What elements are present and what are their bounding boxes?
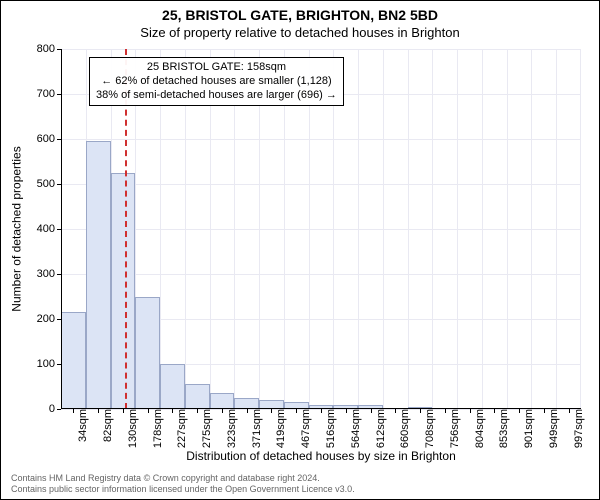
x-axis-line xyxy=(61,408,581,409)
x-tick-mark xyxy=(544,409,545,413)
gridline-v xyxy=(507,49,508,409)
x-tick-label: 564sqm xyxy=(346,409,362,448)
gridline-v xyxy=(432,49,433,409)
x-tick-mark xyxy=(569,409,570,413)
x-tick-label: 516sqm xyxy=(321,409,337,448)
y-axis-label: Number of detached properties xyxy=(7,49,27,409)
histogram-bar xyxy=(210,393,235,409)
info-box-line: 25 BRISTOL GATE: 158sqm xyxy=(96,61,337,75)
x-tick-mark xyxy=(123,409,124,413)
x-tick-label: 178sqm xyxy=(148,409,164,448)
x-tick-mark xyxy=(172,409,173,413)
gridline-h xyxy=(61,184,581,185)
x-tick-mark xyxy=(98,409,99,413)
x-tick-label: 419sqm xyxy=(271,409,287,448)
gridline-h xyxy=(61,274,581,275)
plot-area: 010020030040050060070080034sqm82sqm130sq… xyxy=(61,49,581,409)
x-tick-label: 804sqm xyxy=(470,409,486,448)
x-tick-label: 34sqm xyxy=(73,409,89,442)
x-tick-mark xyxy=(197,409,198,413)
y-tick-mark xyxy=(57,409,61,410)
x-tick-label: 82sqm xyxy=(98,409,114,442)
x-tick-label: 467sqm xyxy=(296,409,312,448)
chart-subtitle: Size of property relative to detached ho… xyxy=(1,23,599,40)
x-tick-mark xyxy=(222,409,223,413)
histogram-bar xyxy=(61,312,86,409)
gridline-v xyxy=(408,49,409,409)
histogram-bar xyxy=(86,141,111,409)
x-tick-label: 901sqm xyxy=(519,409,535,448)
x-tick-label: 323sqm xyxy=(222,409,238,448)
x-tick-label: 612sqm xyxy=(371,409,387,448)
x-tick-mark xyxy=(519,409,520,413)
x-tick-mark xyxy=(296,409,297,413)
x-tick-label: 708sqm xyxy=(420,409,436,448)
x-tick-mark xyxy=(148,409,149,413)
x-tick-label: 997sqm xyxy=(569,409,585,448)
gridline-h xyxy=(61,229,581,230)
x-tick-mark xyxy=(371,409,372,413)
x-tick-mark xyxy=(346,409,347,413)
gridline-v xyxy=(556,49,557,409)
x-tick-mark xyxy=(420,409,421,413)
x-tick-label: 371sqm xyxy=(247,409,263,448)
x-tick-label: 275sqm xyxy=(197,409,213,448)
x-tick-label: 949sqm xyxy=(544,409,560,448)
histogram-bar xyxy=(185,384,210,409)
gridline-v xyxy=(531,49,532,409)
x-tick-mark xyxy=(395,409,396,413)
x-tick-mark xyxy=(247,409,248,413)
gridline-h xyxy=(61,139,581,140)
gridline-v xyxy=(482,49,483,409)
x-tick-label: 130sqm xyxy=(123,409,139,448)
histogram-bar xyxy=(135,297,160,410)
x-tick-label: 756sqm xyxy=(445,409,461,448)
x-tick-mark xyxy=(73,409,74,413)
property-info-box: 25 BRISTOL GATE: 158sqm← 62% of detached… xyxy=(89,57,344,106)
info-box-line: 38% of semi-detached houses are larger (… xyxy=(96,89,337,103)
x-tick-label: 853sqm xyxy=(494,409,510,448)
histogram-bar xyxy=(111,173,136,409)
y-axis-line xyxy=(61,49,62,409)
page-title: 25, BRISTOL GATE, BRIGHTON, BN2 5BD xyxy=(1,1,599,23)
x-tick-mark xyxy=(271,409,272,413)
x-tick-mark xyxy=(470,409,471,413)
chart-container: 25, BRISTOL GATE, BRIGHTON, BN2 5BD Size… xyxy=(0,0,600,500)
x-tick-mark xyxy=(494,409,495,413)
gridline-v xyxy=(383,49,384,409)
histogram-bar xyxy=(160,364,185,409)
footer-line-2: Contains public sector information licen… xyxy=(11,484,589,495)
gridline-v xyxy=(358,49,359,409)
x-tick-mark xyxy=(445,409,446,413)
gridline-h xyxy=(61,49,581,50)
gridline-v xyxy=(580,49,581,409)
gridline-v xyxy=(457,49,458,409)
x-tick-label: 660sqm xyxy=(395,409,411,448)
footer-line-1: Contains HM Land Registry data © Crown c… xyxy=(11,473,589,484)
attribution-footer: Contains HM Land Registry data © Crown c… xyxy=(11,473,589,495)
x-tick-label: 227sqm xyxy=(172,409,188,448)
x-axis-label: Distribution of detached houses by size … xyxy=(61,449,581,463)
x-tick-mark xyxy=(321,409,322,413)
info-box-line: ← 62% of detached houses are smaller (1,… xyxy=(96,75,337,89)
